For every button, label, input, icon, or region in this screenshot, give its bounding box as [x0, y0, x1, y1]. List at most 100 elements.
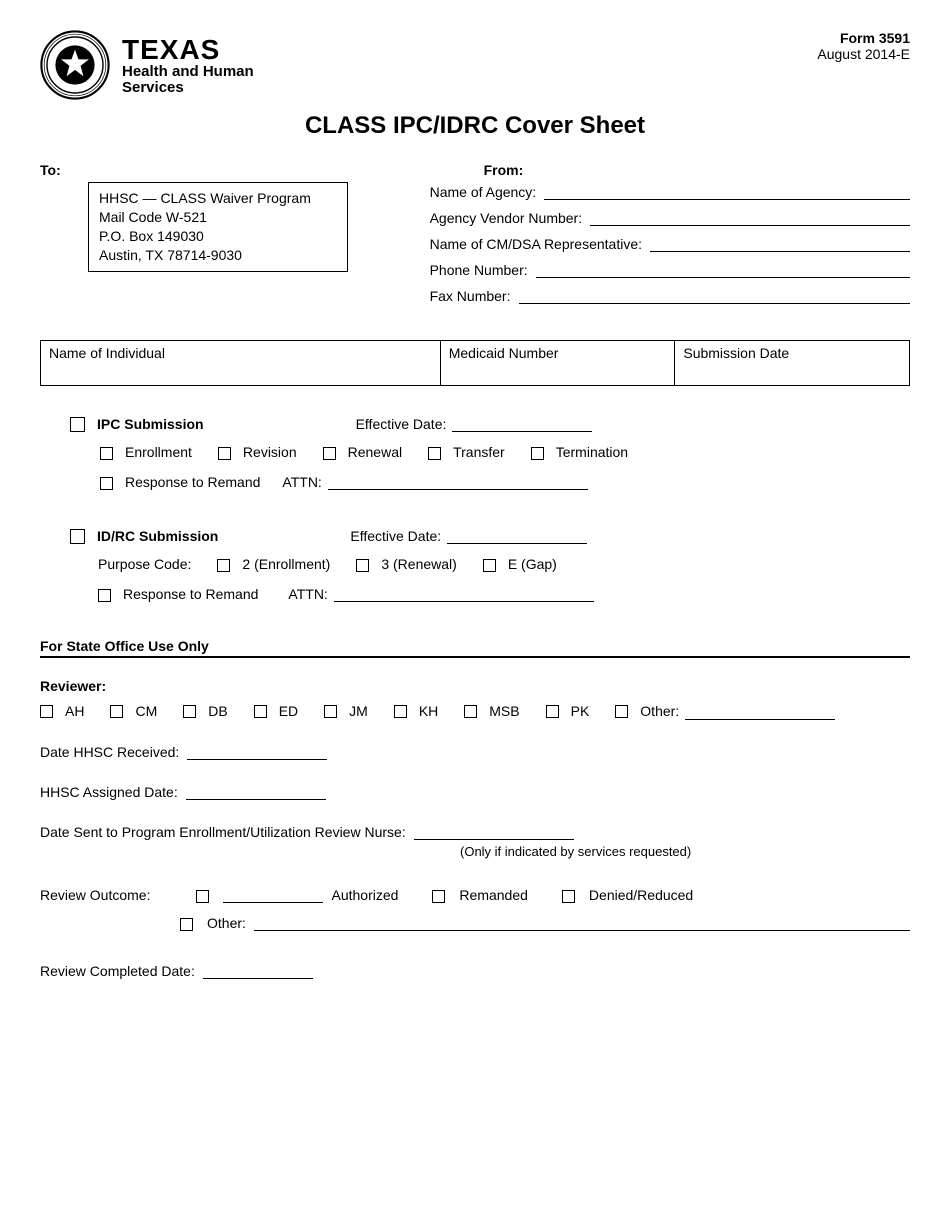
ipc-revision-checkbox[interactable] — [218, 447, 231, 460]
date-assigned-input[interactable] — [186, 782, 326, 800]
reviewer-other-checkbox[interactable] — [615, 705, 628, 718]
ipc-attn-label: ATTN: — [282, 474, 321, 490]
reviewer-row: Reviewer: AH CM DB ED JM KH MSB PK Other… — [40, 678, 910, 720]
state-office-heading: For State Office Use Only — [40, 638, 910, 654]
idrc-purpose-3-label: 3 (Renewal) — [381, 556, 456, 572]
agency-state: TEXAS — [122, 35, 254, 64]
reviewer-msb-label: MSB — [489, 703, 519, 719]
from-rep-label: Name of CM/DSA Representative: — [430, 236, 642, 252]
ipc-revision-label: Revision — [243, 444, 297, 460]
from-agency-input[interactable] — [544, 182, 910, 200]
from-agency-label: Name of Agency: — [430, 184, 537, 200]
to-from-section: To: HHSC — CLASS Waiver Program Mail Cod… — [40, 162, 910, 312]
ipc-enrollment-checkbox[interactable] — [100, 447, 113, 460]
from-fax-label: Fax Number: — [430, 288, 511, 304]
idrc-effective-date-input[interactable] — [447, 526, 587, 544]
page-title: CLASS IPC/IDRC Cover Sheet — [40, 112, 910, 140]
ipc-renewal-checkbox[interactable] — [323, 447, 336, 460]
outcome-remanded-checkbox[interactable] — [432, 890, 445, 903]
date-sent-nurse-label: Date Sent to Program Enrollment/Utilizat… — [40, 824, 406, 840]
agency-name: TEXAS Health and Human Services — [122, 35, 254, 96]
idrc-remand-checkbox[interactable] — [98, 589, 111, 602]
to-line-1: HHSC — CLASS Waiver Program — [99, 189, 337, 208]
reviewer-other-input[interactable] — [685, 702, 835, 720]
outcome-other-checkbox[interactable] — [180, 918, 193, 931]
reviewer-pk-label: PK — [571, 703, 590, 719]
reviewer-db-label: DB — [208, 703, 227, 719]
ipc-attn-input[interactable] — [328, 472, 588, 490]
to-line-2: Mail Code W-521 — [99, 208, 337, 227]
medicaid-number-label: Medicaid Number — [449, 345, 559, 361]
form-meta: Form 3591 August 2014-E — [817, 30, 910, 62]
reviewer-kh-label: KH — [419, 703, 438, 719]
reviewer-kh-checkbox[interactable] — [394, 705, 407, 718]
divider — [40, 656, 910, 658]
review-outcome-label: Review Outcome: — [40, 887, 150, 903]
agency-dept-1: Health and Human — [122, 64, 254, 80]
date-sent-nurse-input[interactable] — [414, 822, 574, 840]
logo-block: TEXAS Health and Human Services — [40, 30, 254, 100]
reviewer-pk-checkbox[interactable] — [546, 705, 559, 718]
reviewer-ed-checkbox[interactable] — [254, 705, 267, 718]
from-fax-input[interactable] — [519, 286, 911, 304]
from-phone-label: Phone Number: — [430, 262, 528, 278]
submission-date-label: Submission Date — [683, 345, 789, 361]
idrc-effective-date-label: Effective Date: — [350, 528, 441, 544]
ipc-termination-label: Termination — [556, 444, 628, 460]
individual-info-table: Name of Individual Medicaid Number Submi… — [40, 340, 910, 386]
submission-date-cell[interactable]: Submission Date — [675, 341, 910, 386]
outcome-denied-label: Denied/Reduced — [589, 887, 693, 903]
reviewer-jm-label: JM — [349, 703, 368, 719]
reviewer-msb-checkbox[interactable] — [464, 705, 477, 718]
to-label: To: — [40, 162, 400, 178]
reviewer-ed-label: ED — [279, 703, 298, 719]
agency-dept-2: Services — [122, 80, 254, 96]
ipc-submission-checkbox[interactable] — [70, 417, 85, 432]
idrc-submission-checkbox[interactable] — [70, 529, 85, 544]
state-seal-icon — [40, 30, 110, 100]
medicaid-number-cell[interactable]: Medicaid Number — [440, 341, 675, 386]
date-sent-nurse-note: (Only if indicated by services requested… — [460, 844, 910, 859]
outcome-remanded-label: Remanded — [459, 887, 528, 903]
from-vendor-label: Agency Vendor Number: — [430, 210, 583, 226]
idrc-purpose-label: Purpose Code: — [98, 556, 191, 572]
reviewer-other-label: Other: — [640, 703, 679, 719]
review-completed-input[interactable] — [203, 961, 313, 979]
ipc-termination-checkbox[interactable] — [531, 447, 544, 460]
idrc-purpose-3-checkbox[interactable] — [356, 559, 369, 572]
reviewer-ah-checkbox[interactable] — [40, 705, 53, 718]
idrc-purpose-2-checkbox[interactable] — [217, 559, 230, 572]
ipc-section: IPC Submission Effective Date: Enrollmen… — [70, 414, 910, 490]
date-assigned-label: HHSC Assigned Date: — [40, 784, 178, 800]
outcome-authorized-checkbox[interactable] — [196, 890, 209, 903]
ipc-title: IPC Submission — [97, 416, 204, 432]
ipc-effective-date-input[interactable] — [452, 414, 592, 432]
ipc-remand-checkbox[interactable] — [100, 477, 113, 490]
ipc-transfer-checkbox[interactable] — [428, 447, 441, 460]
idrc-purpose-e-checkbox[interactable] — [483, 559, 496, 572]
idrc-purpose-e-label: E (Gap) — [508, 556, 557, 572]
form-date: August 2014-E — [817, 46, 910, 62]
to-line-3: P.O. Box 149030 — [99, 227, 337, 246]
from-vendor-input[interactable] — [590, 208, 910, 226]
reviewer-jm-checkbox[interactable] — [324, 705, 337, 718]
outcome-authorized-input[interactable] — [223, 885, 323, 903]
date-received-input[interactable] — [187, 742, 327, 760]
idrc-attn-input[interactable] — [334, 584, 594, 602]
reviewer-db-checkbox[interactable] — [183, 705, 196, 718]
outcome-authorized-label: Authorized — [331, 887, 398, 903]
idrc-section: ID/RC Submission Effective Date: Purpose… — [70, 526, 910, 602]
name-of-individual-cell[interactable]: Name of Individual — [41, 341, 441, 386]
header: TEXAS Health and Human Services Form 359… — [40, 30, 910, 100]
outcome-denied-checkbox[interactable] — [562, 890, 575, 903]
from-rep-input[interactable] — [650, 234, 910, 252]
from-phone-input[interactable] — [536, 260, 910, 278]
reviewer-cm-checkbox[interactable] — [110, 705, 123, 718]
ipc-effective-date-label: Effective Date: — [356, 416, 447, 432]
ipc-renewal-label: Renewal — [348, 444, 402, 460]
reviewer-cm-label: CM — [135, 703, 157, 719]
name-of-individual-label: Name of Individual — [49, 345, 165, 361]
outcome-other-input[interactable] — [254, 913, 910, 931]
reviewer-label: Reviewer: — [40, 678, 106, 694]
idrc-attn-label: ATTN: — [288, 586, 327, 602]
